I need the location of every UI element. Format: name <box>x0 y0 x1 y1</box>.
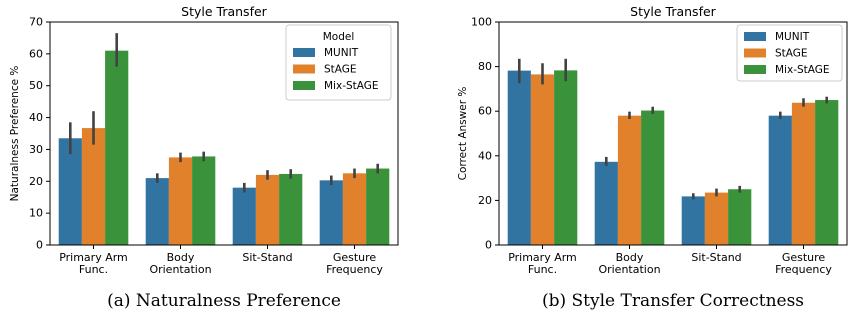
y-tick-label: 80 <box>478 60 492 73</box>
y-tick-label: 20 <box>29 175 43 188</box>
y-axis-label: Correct Answer % <box>457 87 469 181</box>
bar-munit <box>145 178 169 245</box>
y-tick-label: 10 <box>29 207 43 220</box>
chart-title: Style Transfer <box>181 4 267 19</box>
bar-munit <box>232 187 256 245</box>
x-tick-label: Frequency <box>326 263 383 276</box>
bar-mix-stage <box>728 189 752 245</box>
bar-mix-stage <box>192 156 216 245</box>
x-tick-label: Func. <box>79 263 108 276</box>
x-tick-label: Primary Arm <box>508 251 577 264</box>
y-tick-label: 60 <box>478 105 492 118</box>
y-tick-label: 20 <box>478 194 492 207</box>
y-tick-label: 60 <box>29 47 43 60</box>
legend-label: MUNIT <box>324 47 359 59</box>
legend-label: Mix-StAGE <box>775 64 830 76</box>
bar-mix-stage <box>554 70 578 246</box>
plot-frame <box>498 21 848 246</box>
legend-swatch-mix-stage <box>744 65 766 74</box>
x-tick-label: Primary Arm <box>59 251 128 264</box>
figure-caption: (a) Naturalness Preference <box>107 291 341 311</box>
legend-label: MUNIT <box>775 31 810 43</box>
x-tick-label: Orientation <box>598 263 660 276</box>
y-tick-label: 70 <box>29 16 43 29</box>
legend-swatch-munit <box>744 32 766 41</box>
legend-label: StAGE <box>775 48 808 60</box>
x-tick-label: Body <box>616 251 644 264</box>
bar-munit <box>681 196 705 245</box>
bar-stage <box>704 192 729 245</box>
y-tick-label: 50 <box>29 79 43 92</box>
y-tick-label: 0 <box>485 239 492 252</box>
bar-mix-stage <box>815 100 839 245</box>
bar-munit <box>768 115 792 245</box>
y-tick-label: 100 <box>471 16 492 29</box>
chart-title: Style Transfer <box>630 4 716 19</box>
legend-label: Mix-StAGE <box>324 80 379 92</box>
legend-swatch-stage <box>744 48 766 58</box>
y-axis-label: Naturalness Preference % <box>9 66 21 202</box>
x-tick-label: Body <box>167 251 195 264</box>
bar-munit <box>507 70 531 245</box>
y-tick-label: 0 <box>36 239 43 252</box>
bar-stage <box>168 157 193 245</box>
legend-label: StAGE <box>324 64 357 76</box>
y-tick-label: 40 <box>29 111 43 124</box>
x-tick-label: Gesture <box>782 251 826 264</box>
bar-stage <box>255 174 280 245</box>
bar-munit <box>594 161 618 245</box>
bar-mix-stage <box>105 50 129 245</box>
x-tick-label: Func. <box>528 263 557 276</box>
legend-swatch-munit <box>293 48 315 57</box>
bar-mix-stage <box>279 173 303 245</box>
plot-frame <box>49 21 399 246</box>
legend-swatch-mix-stage <box>293 81 315 90</box>
bar-mix-stage <box>366 168 390 245</box>
bar-mix-stage <box>641 110 665 245</box>
x-tick-label: Sit-Stand <box>242 251 292 264</box>
x-tick-label: Frequency <box>775 263 832 276</box>
y-tick-label: 40 <box>478 149 492 162</box>
bar-munit <box>319 180 343 245</box>
legend-title: Model <box>323 31 355 43</box>
bar-munit <box>58 138 82 245</box>
legend-swatch-stage <box>293 64 315 74</box>
bar-stage <box>81 128 106 245</box>
bar-stage <box>617 115 642 245</box>
figure-caption: (b) Style Transfer Correctness <box>542 291 804 311</box>
bar-stage <box>530 74 555 245</box>
y-tick-label: 30 <box>29 143 43 156</box>
bar-stage <box>791 102 816 245</box>
x-tick-label: Gesture <box>333 251 377 264</box>
bar-stage <box>342 173 367 245</box>
x-tick-label: Sit-Stand <box>691 251 741 264</box>
x-tick-label: Orientation <box>149 263 211 276</box>
